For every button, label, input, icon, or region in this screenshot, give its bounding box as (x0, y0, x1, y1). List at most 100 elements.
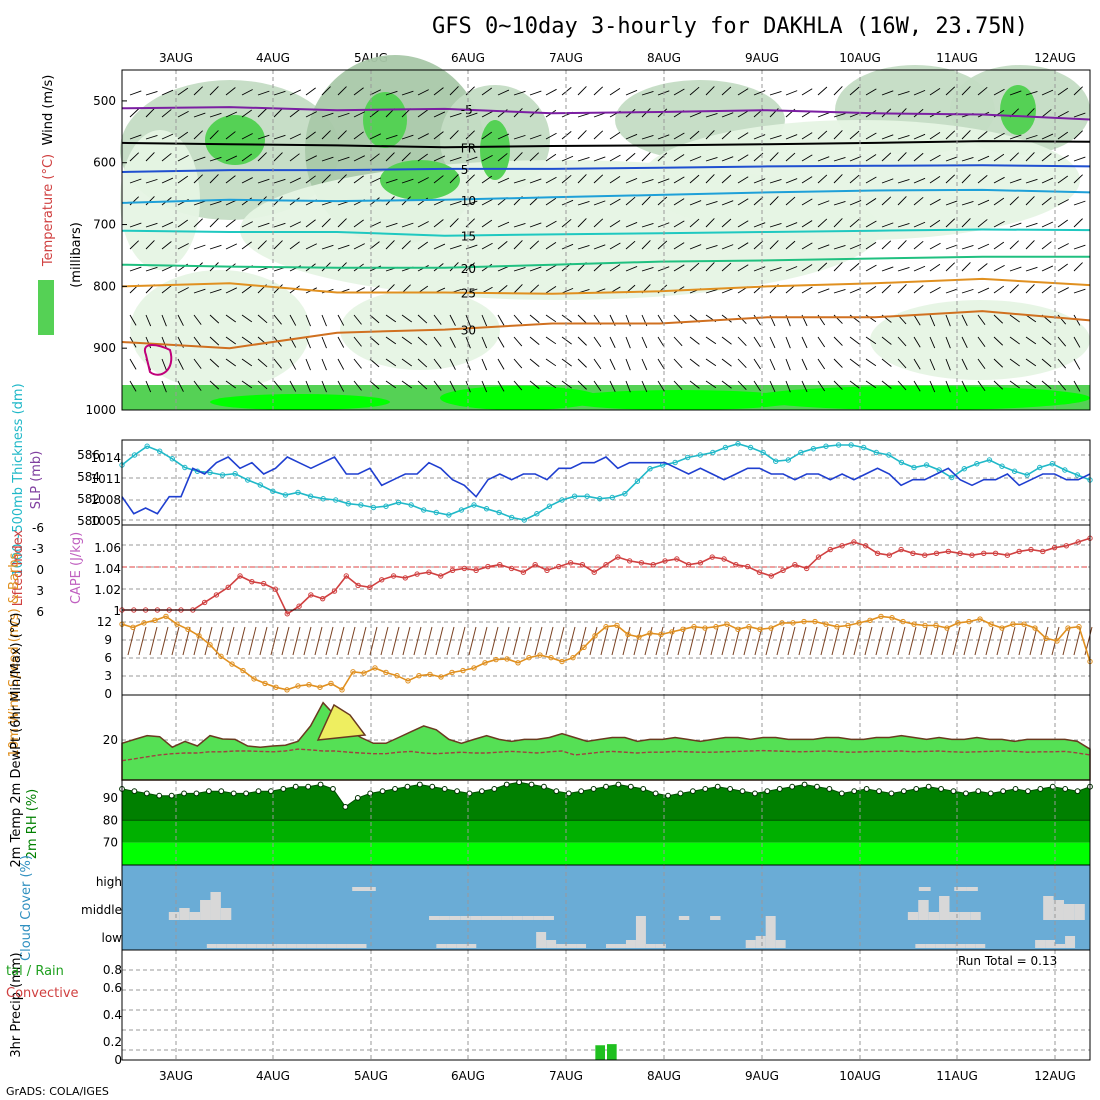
wind-barb (1025, 196, 1035, 206)
wind-barb (145, 108, 155, 118)
rh2m-point (627, 783, 634, 790)
wind-barb (305, 243, 317, 250)
cloud-bar-low (925, 944, 936, 948)
wind-barb (881, 284, 892, 294)
wind-barb (337, 218, 347, 228)
wind-barb (353, 219, 364, 228)
wind-barb (737, 380, 747, 390)
wind-barb (497, 314, 505, 326)
wind-barb (625, 266, 638, 272)
wind-barb (513, 240, 523, 250)
wind-barb (897, 266, 910, 272)
wind-barb (1041, 380, 1052, 390)
wind-barb (673, 336, 683, 347)
rh2m-point (1025, 788, 1031, 795)
wind10-barb (215, 626, 224, 656)
cloud-bar-low (326, 944, 337, 948)
y-tick-slp: 1008 (90, 493, 121, 507)
wind-barb (833, 130, 843, 140)
wind-barb (641, 223, 654, 228)
wind-barb (705, 262, 715, 272)
wind10-barb (138, 626, 147, 656)
ylabel-temp2m: 2m Temp 2m DewPt (6hr Min/Max) (°C) (9, 613, 24, 868)
rh2m-band-mid (122, 820, 1090, 843)
wind-barb (257, 358, 268, 368)
wind-barb (481, 175, 493, 184)
rh-legend-swatch (38, 280, 54, 335)
wind-barb (145, 240, 155, 250)
wind-barb (369, 133, 382, 140)
wind-barb (785, 196, 796, 206)
wind-barb (721, 288, 734, 294)
wind-barb (881, 196, 892, 206)
cloud-bar-middle (168, 912, 180, 920)
wind10-barb (765, 626, 774, 656)
wind-barb (577, 244, 590, 250)
wind10-barb (325, 626, 334, 656)
wind-barb (321, 156, 334, 162)
wind-barb (801, 132, 813, 140)
wind10-barb (941, 626, 950, 656)
wind-barb (1025, 266, 1038, 272)
wind-barb (737, 264, 749, 272)
x-tick-label-top: 3AUG (159, 51, 193, 65)
cloud-bar-high (352, 887, 364, 891)
wind10-barb (787, 626, 796, 656)
lifted-index-point (780, 567, 786, 574)
wind-barb (849, 262, 860, 272)
wind-barb (225, 243, 238, 250)
wind-barb (913, 221, 926, 228)
wind-barb (337, 244, 350, 250)
wind-barb (929, 242, 941, 250)
wind-barb (241, 133, 253, 140)
wind-barb (609, 358, 616, 371)
rh2m-point (143, 790, 150, 797)
wind-barb (1025, 90, 1038, 96)
wind-barb (209, 130, 219, 140)
wind-barb (1073, 174, 1083, 184)
wind-barb (433, 243, 446, 250)
wind10-barb (457, 626, 466, 656)
wind-barb (273, 134, 286, 140)
wind-barb (481, 380, 488, 393)
x-tick-label-bottom: 10AUG (839, 1069, 881, 1083)
wind-barb (337, 336, 345, 348)
rh2m-point (268, 788, 274, 795)
wind-barb (897, 135, 910, 140)
lifted-index-point (272, 586, 279, 592)
wind-barb (657, 196, 668, 206)
rh2m-point (702, 786, 709, 792)
wind10-barb (292, 626, 301, 656)
wind-barb (977, 175, 988, 184)
wind-barb (545, 153, 557, 162)
isotherm-line (121, 310, 1091, 350)
wind-barb (721, 174, 732, 184)
wind-barb (129, 266, 142, 272)
wind-barb (449, 336, 456, 348)
x-tick-label-bottom: 7AUG (549, 1069, 583, 1083)
wind-barb (161, 89, 174, 96)
wind-barb (785, 240, 796, 250)
wind-barb (657, 152, 668, 162)
wind-barb (945, 358, 951, 371)
rh-contour-region (640, 120, 1080, 240)
y-tick-pressure: 1000 (85, 403, 116, 417)
wind-barb (961, 156, 974, 162)
wind-barb (1073, 200, 1086, 206)
wind-barb (449, 86, 459, 96)
y-tick-wind10: 12 (97, 615, 112, 629)
wind-barb (145, 314, 152, 327)
cloud-bar-middle (522, 916, 534, 920)
wind-barb (289, 358, 297, 370)
wind-barb (305, 131, 316, 140)
wind-barb (449, 174, 459, 184)
wind-barb (753, 196, 764, 206)
wind-barb (545, 380, 557, 389)
cloud-bar-low (606, 944, 616, 948)
wind-barb (865, 176, 877, 184)
thickness-point (458, 507, 465, 513)
y-tick-pressure: 500 (93, 94, 116, 108)
wind-barb (353, 175, 364, 184)
wind-barb (897, 240, 907, 250)
wind-barb (849, 358, 860, 367)
